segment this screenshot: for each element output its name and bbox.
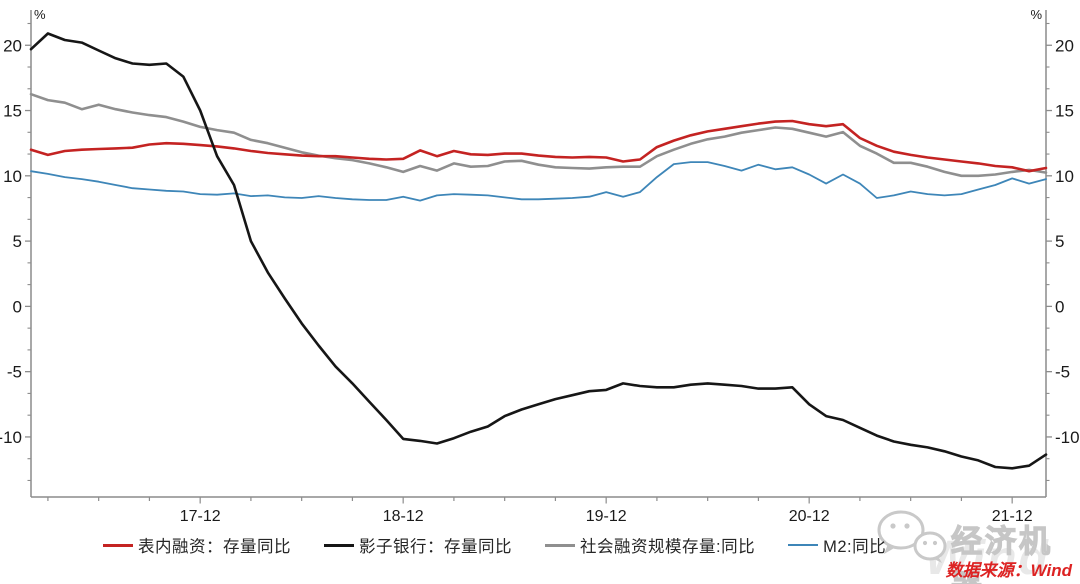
series-line-2 (29, 92, 1048, 178)
legend-label: M2:同比 (823, 538, 887, 556)
data-source-label: 数据来源：Wind (945, 561, 1072, 580)
series-line-3 (30, 161, 1047, 202)
y-axis-tick-label: 20 (1055, 36, 1074, 55)
y-axis-tick-label: 0 (13, 297, 22, 316)
legend-label: 表内融资：存量同比 (138, 538, 291, 556)
brand-watermark: 经济机器 (950, 523, 1053, 584)
legend: 表内融资：存量同比 影子银行：存量同比 社会融资规模存量:同比 M2:同比 (103, 533, 886, 557)
x-axis-tick-label: 21-12 (992, 508, 1033, 525)
y-axis-tick-label: 5 (1055, 232, 1064, 251)
legend-swatch-gray (545, 543, 575, 547)
legend-swatch-red (103, 543, 133, 547)
legend-swatch-black (324, 543, 354, 547)
y-axis-tick-label: -10 (1055, 428, 1080, 447)
series-line-1 (29, 32, 1048, 470)
wechat-icon (877, 510, 947, 563)
y-axis-tick-label: 15 (3, 102, 22, 121)
y-axis-tick-label: 10 (3, 167, 22, 186)
y-axis-tick-label: -5 (7, 363, 22, 382)
wind-watermark: Wind (925, 532, 1050, 584)
legend-item-on-balance-financing: 表内融资：存量同比 (103, 533, 291, 557)
legend-label: 社会融资规模存量:同比 (580, 538, 756, 556)
legend-label: 影子银行：存量同比 (359, 538, 512, 556)
y-axis-tick-label: 15 (1055, 102, 1074, 121)
y-axis-tick-label: 5 (13, 232, 22, 251)
legend-item-m2: M2:同比 (788, 533, 886, 557)
x-axis-tick-label: 20-12 (789, 508, 830, 525)
y-axis-tick-label: 0 (1055, 297, 1064, 316)
legend-item-shadow-banking: 影子银行：存量同比 (324, 533, 512, 557)
legend-swatch-blue (788, 544, 819, 546)
x-axis-tick-label: 18-12 (383, 508, 424, 525)
y-axis-tick-label: -10 (0, 428, 22, 447)
y-axis-unit-label: % (34, 7, 46, 22)
series-line-0 (29, 119, 1048, 173)
legend-item-social-financing: 社会融资规模存量:同比 (545, 533, 755, 557)
y-axis-tick-label: 10 (1055, 167, 1074, 186)
x-axis-tick-label: 17-12 (180, 508, 221, 525)
x-axis-tick-label: 19-12 (586, 508, 627, 525)
y-axis-tick-label: -5 (1055, 363, 1070, 382)
y-axis-tick-label: 20 (3, 36, 22, 55)
y-axis-unit-label: % (1030, 7, 1042, 22)
